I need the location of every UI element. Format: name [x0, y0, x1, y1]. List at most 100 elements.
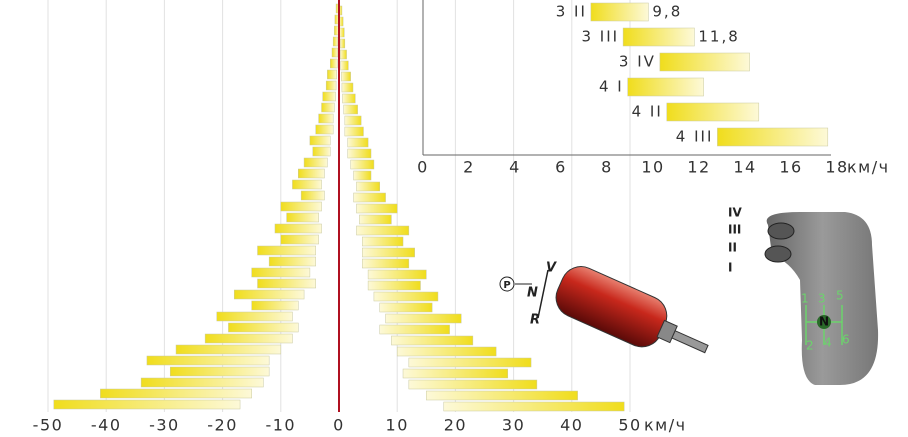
bar [54, 400, 240, 409]
button [768, 223, 794, 239]
x-tick-label: 0 [417, 158, 429, 177]
bar [332, 48, 338, 57]
bar [380, 325, 450, 334]
x-tick-label: 8 [601, 158, 613, 177]
bar [444, 402, 624, 411]
bar [275, 224, 322, 233]
gear-label: I [728, 261, 732, 275]
bar [176, 345, 281, 354]
x-tick-label: 10 [641, 158, 664, 177]
bar [397, 347, 496, 356]
x-tick-label: 20 [444, 416, 467, 435]
bar [348, 149, 371, 158]
knob-label: 5 [836, 289, 844, 303]
x-tick-label: 16 [779, 158, 802, 177]
bar [374, 292, 438, 301]
bar [591, 3, 649, 21]
bar [341, 72, 350, 81]
bar [334, 26, 338, 35]
bar [301, 191, 324, 200]
bar [100, 389, 251, 398]
button [765, 246, 791, 262]
gear-label: III [728, 223, 741, 237]
bar [252, 268, 310, 277]
actuator-label: R [530, 313, 540, 328]
category-label: 3 II [556, 3, 587, 21]
category-label: 3 III [582, 28, 620, 46]
category-label: 4 II [632, 103, 663, 121]
bar [409, 358, 531, 367]
bar [342, 94, 355, 103]
bar [322, 103, 335, 112]
bar [292, 180, 321, 189]
bar [281, 202, 322, 211]
category-label: 3 IV [619, 53, 656, 71]
bar [667, 103, 759, 121]
bar [234, 290, 304, 299]
bar [258, 246, 316, 255]
bar [356, 204, 397, 213]
x-tick-label: 30 [502, 416, 525, 435]
bar [409, 380, 537, 389]
bar [287, 213, 319, 222]
knob-label: 2 [806, 339, 814, 353]
x-tick-label: 2 [463, 158, 475, 177]
value-label: 9,8 [652, 3, 682, 21]
bar [345, 127, 364, 136]
bar [628, 78, 704, 96]
x-tick-label: 4 [509, 158, 521, 177]
bar [356, 226, 408, 235]
value-label: 11,8 [698, 28, 739, 46]
x-unit: км/ч [847, 158, 890, 177]
bar [323, 92, 336, 101]
bar [340, 28, 345, 37]
bar [147, 356, 269, 365]
bar [342, 83, 353, 92]
bar [298, 169, 324, 178]
bar [362, 248, 414, 257]
bar [426, 391, 577, 400]
bar [362, 259, 409, 268]
bar [327, 70, 336, 79]
bar [333, 37, 338, 46]
bar [359, 215, 391, 224]
actuator-label: P [503, 280, 510, 291]
bar [351, 160, 374, 169]
bar [717, 128, 827, 146]
bar [623, 28, 694, 46]
bar [341, 61, 349, 70]
bar [217, 312, 293, 321]
bar [345, 116, 361, 125]
shifter-illustration: IV III II I 1 3 5 N 2 4 6 [728, 206, 878, 386]
bar [356, 182, 379, 191]
actuator-label: N [527, 286, 538, 301]
knob-label: 1 [801, 292, 809, 306]
knob-label: 6 [842, 333, 850, 347]
x-tick-label: 50 [618, 416, 641, 435]
bar [269, 257, 316, 266]
bar [348, 138, 368, 147]
bar [310, 136, 330, 145]
bar [252, 301, 299, 310]
x-tick-label: 10 [386, 416, 409, 435]
x-tick-label: -10 [265, 416, 296, 435]
x-tick-label: 14 [733, 158, 756, 177]
bar [380, 303, 432, 312]
x-tick-label: -40 [91, 416, 122, 435]
bar [344, 105, 358, 114]
gear-label: IV [728, 206, 742, 220]
bar [368, 281, 420, 290]
knob-label: 3 [818, 292, 826, 306]
x-tick-label: 0 [333, 416, 345, 435]
x-tick-label: 18 [825, 158, 848, 177]
x-tick-label: -30 [149, 416, 180, 435]
x-tick-label: 6 [555, 158, 567, 177]
knob-label: N [819, 315, 829, 329]
x-tick-label: 40 [560, 416, 583, 435]
x-tick-label: 12 [687, 158, 710, 177]
bar [362, 237, 403, 246]
x-tick-label: -50 [33, 416, 64, 435]
actuator-illustration: P N V R [500, 260, 717, 373]
bar [354, 171, 371, 180]
